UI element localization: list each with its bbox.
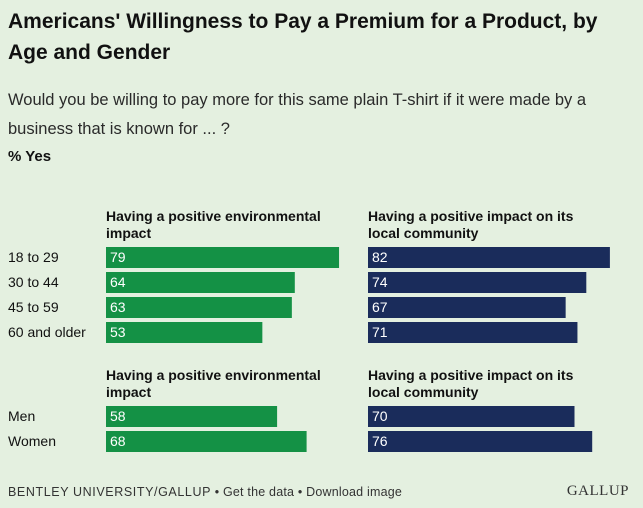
footer: BENTLEY UNIVERSITY/GALLUP • Get the data…: [8, 485, 402, 499]
data-label: 82: [372, 249, 388, 265]
series-header: Having a positive impact on its local com…: [368, 208, 574, 241]
data-label: 68: [110, 433, 126, 449]
footer-bullet: •: [214, 485, 220, 499]
category-label: Women: [8, 433, 56, 449]
data-label: 67: [372, 299, 388, 315]
bar-environmental: [106, 272, 295, 293]
source-text: BENTLEY UNIVERSITY/GALLUP: [8, 485, 212, 499]
chart-title: Americans' Willingness to Pay a Premium …: [8, 10, 598, 64]
category-label: 30 to 44: [8, 274, 59, 290]
category-label: 18 to 29: [8, 249, 59, 265]
category-label: Men: [8, 408, 35, 424]
get-data-link[interactable]: Get the data: [222, 485, 295, 499]
bar-community: [368, 322, 578, 343]
bar-community: [368, 431, 593, 452]
bar-community: [368, 297, 566, 318]
gallup-logo: GALLUP: [566, 483, 629, 499]
bar-environmental: [106, 322, 263, 343]
category-label: 60 and older: [8, 324, 86, 340]
unit-label: % Yes: [8, 148, 52, 165]
bar-environmental: [106, 431, 307, 452]
chart-subtitle: Would you be willing to pay more for thi…: [8, 91, 587, 138]
data-label: 74: [372, 274, 388, 290]
data-label: 71: [372, 324, 388, 340]
category-label: 45 to 59: [8, 299, 59, 315]
bar-environmental: [106, 406, 278, 427]
data-label: 70: [372, 408, 388, 424]
footer-bullet: •: [297, 485, 303, 499]
series-header-line: local community: [368, 384, 479, 400]
data-label: 63: [110, 299, 126, 315]
data-label: 58: [110, 408, 126, 424]
series-header-line: Having a positive impact on its: [368, 367, 574, 383]
bar-environmental: [106, 297, 292, 318]
data-label: 79: [110, 249, 126, 265]
series-header-line: Having a positive impact on its: [368, 208, 574, 224]
series-header-line: Having a positive environmental: [106, 208, 321, 224]
bar-community: [368, 406, 575, 427]
data-label: 53: [110, 324, 126, 340]
series-header-line: impact: [106, 384, 151, 400]
series-header: Having a positive environmental impact: [106, 367, 321, 400]
series-header-line: impact: [106, 225, 151, 241]
data-label: 64: [110, 274, 126, 290]
bar-community: [368, 272, 587, 293]
series-header: Having a positive impact on its local com…: [368, 367, 574, 400]
series-header-line: local community: [368, 225, 479, 241]
bar-community: [368, 247, 610, 268]
series-header: Having a positive environmental impact: [106, 208, 321, 241]
download-image-link[interactable]: Download image: [306, 485, 403, 499]
series-header-line: Having a positive environmental: [106, 367, 321, 383]
data-label: 76: [372, 433, 388, 449]
bar-environmental: [106, 247, 340, 268]
